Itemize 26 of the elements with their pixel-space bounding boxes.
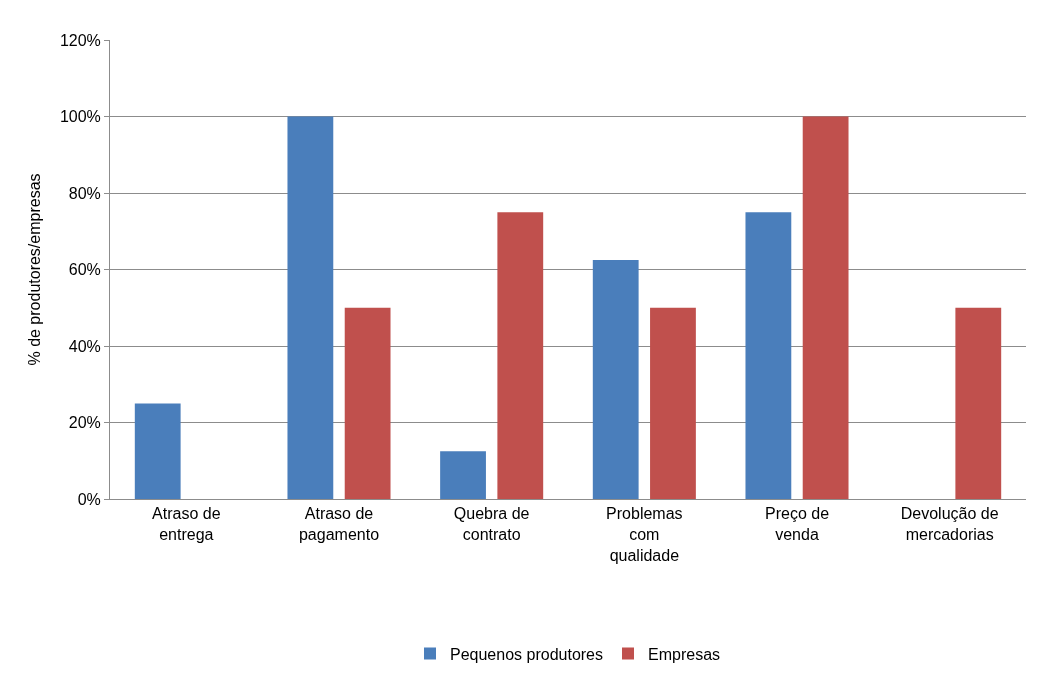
- bar: [802, 116, 849, 499]
- legend-label: Pequenos produtores: [450, 645, 603, 663]
- bar: [745, 212, 792, 499]
- bar: [287, 116, 334, 499]
- bar: [650, 307, 696, 499]
- bar: [134, 403, 181, 499]
- x-tick-label: Atraso de pagamento: [298, 505, 380, 543]
- x-tick-label: Preço de venda: [764, 505, 830, 543]
- bar: [440, 451, 486, 499]
- x-tick-label: Atraso de entrega: [152, 505, 221, 543]
- y-tick-label: 0%: [77, 490, 101, 508]
- bar: [344, 307, 391, 499]
- y-tick-label: 40%: [68, 337, 101, 355]
- y-tick-label: 80%: [68, 184, 101, 202]
- y-tick-label: 120%: [59, 31, 101, 49]
- bar: [592, 259, 639, 499]
- y-tick-label: 100%: [59, 108, 101, 126]
- x-tick-label: Problemas com qualidade: [606, 505, 683, 564]
- x-tick-label: Devolução de mercadorias: [900, 505, 999, 543]
- legend-label: Empresas: [648, 645, 721, 663]
- y-tick-label: 60%: [68, 261, 101, 279]
- x-tick-label: Quebra de contrato: [453, 505, 530, 543]
- y-tick-label: 20%: [68, 414, 101, 432]
- y-axis-title: % de produtores/empresas: [25, 173, 43, 366]
- bar: [497, 212, 544, 499]
- bar: [955, 307, 1002, 499]
